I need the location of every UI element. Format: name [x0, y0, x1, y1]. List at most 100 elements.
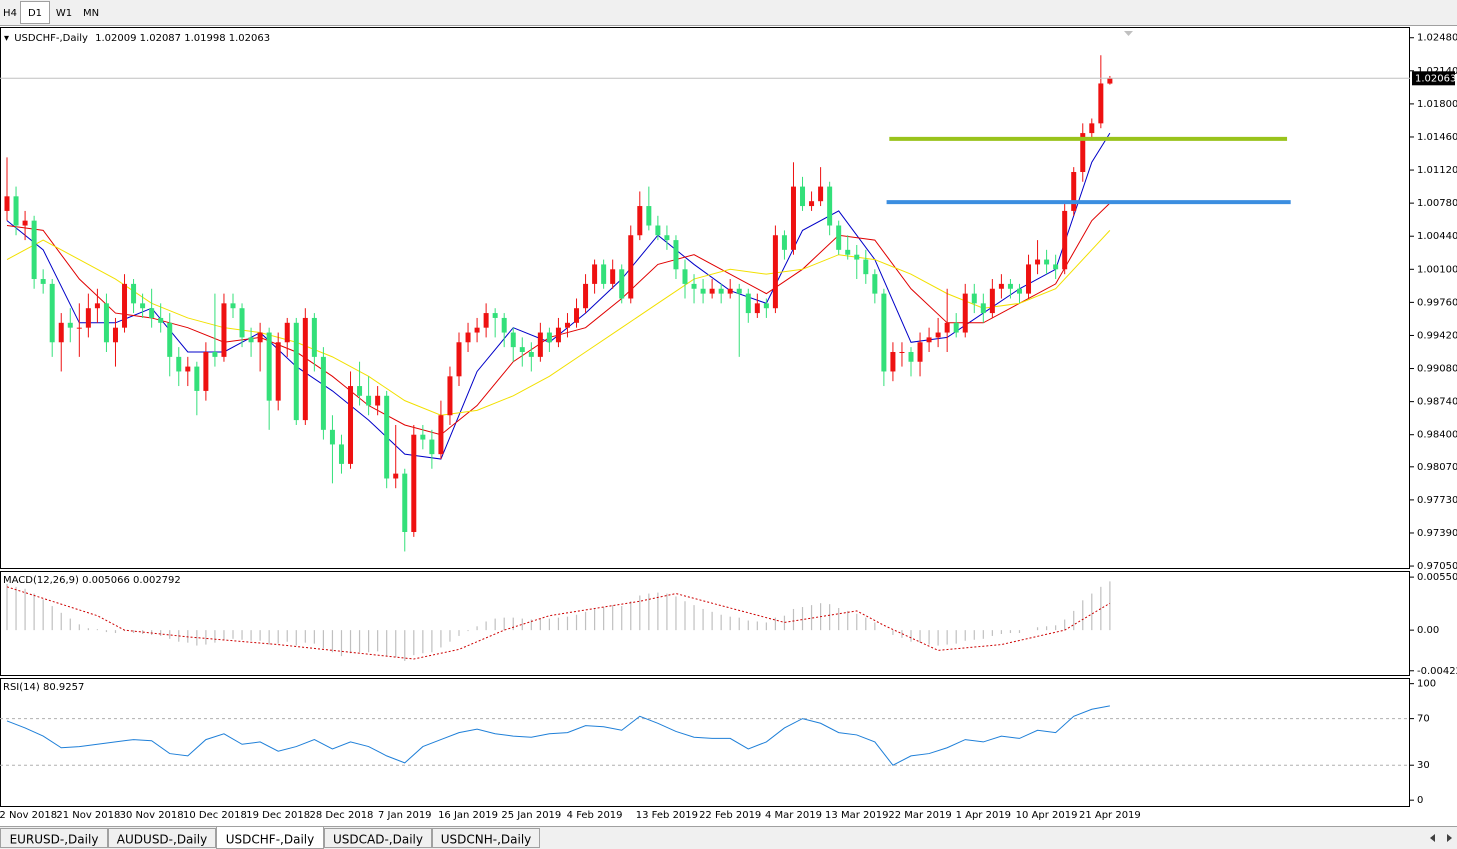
candle-body — [953, 322, 959, 333]
y-tick-label: 1.00780 — [1417, 198, 1457, 209]
macd-value: 0.005066 — [82, 575, 130, 586]
y-tick-label: -0.004221 — [1417, 666, 1457, 677]
candle-body — [302, 317, 308, 421]
candle-body — [519, 347, 525, 352]
candle-body — [890, 352, 896, 372]
y-tick-label: 0.97730 — [1417, 495, 1457, 506]
candle-body — [628, 235, 634, 299]
candle-body — [456, 342, 462, 377]
timeframe-label[interactable]: W1 — [56, 8, 72, 19]
x-tick-label: 19 Dec 2018 — [246, 810, 310, 821]
y-tick-label: 0.97390 — [1417, 528, 1457, 539]
candle-body — [827, 186, 833, 226]
candle-body — [49, 283, 55, 343]
candle-body — [1080, 133, 1086, 172]
candle-body — [447, 376, 453, 416]
symbol-tab[interactable] — [324, 828, 432, 848]
y-tick-label: 0.97050 — [1417, 561, 1457, 572]
rsi-value: 80.9257 — [43, 682, 84, 693]
x-tick-label: 16 Jan 2019 — [438, 810, 498, 821]
candle-body — [140, 303, 146, 309]
price-header: ▾ USDCHF-,Daily 1.02009 1.02087 1.01998 … — [4, 33, 270, 44]
symbol-tab-label[interactable]: USDCHF-,Daily — [226, 833, 314, 847]
symbol-tab[interactable] — [432, 828, 540, 848]
candle-body — [1044, 259, 1050, 265]
timeframe-button[interactable] — [20, 1, 50, 24]
candle-body — [239, 308, 245, 338]
candle-body — [863, 259, 869, 275]
y-tick-label: 0.98070 — [1417, 462, 1457, 473]
symbol-tab-label[interactable]: USDCAD-,Daily — [333, 833, 423, 847]
candle-body — [1053, 264, 1059, 270]
candle-body — [1071, 172, 1077, 211]
x-tick-label: 12 Nov 2018 — [0, 810, 57, 821]
candle-body — [727, 288, 733, 294]
candle-body — [908, 352, 914, 362]
candle-body — [1007, 283, 1013, 289]
candle-body — [790, 186, 796, 250]
symbol-tab[interactable] — [108, 828, 216, 848]
timeframe-label[interactable]: MN — [83, 8, 99, 19]
candle-body — [311, 317, 317, 357]
symbol-tab[interactable] — [0, 828, 108, 848]
low-value: 1.01998 — [184, 33, 225, 44]
candle-body — [384, 395, 390, 479]
candle-body — [167, 322, 173, 357]
candle-body — [809, 201, 815, 207]
candle-body — [22, 220, 28, 226]
candle-body — [429, 439, 435, 455]
candle-body — [393, 473, 399, 479]
x-tick-label: 28 Dec 2018 — [310, 810, 374, 821]
symbol-tab-label[interactable]: USDCNH-,Daily — [441, 833, 532, 847]
x-tick-label: 10 Apr 2019 — [1016, 810, 1078, 821]
candle-body — [700, 288, 706, 294]
candle-body — [854, 254, 860, 260]
candle-body — [293, 322, 299, 421]
candle-body — [194, 366, 200, 391]
candle-body — [1098, 83, 1104, 124]
y-tick-label: 1.02480 — [1417, 33, 1457, 44]
timeframe-button[interactable] — [0, 1, 20, 24]
timeframe-label[interactable]: H4 — [3, 8, 17, 19]
scroll-left[interactable] — [1430, 834, 1435, 842]
candle-body — [338, 444, 344, 464]
y-tick-label: 1.01460 — [1417, 132, 1457, 143]
x-tick-label: 21 Nov 2018 — [56, 810, 120, 821]
candle-body — [122, 283, 128, 328]
y-tick-label: 1.00440 — [1417, 231, 1457, 242]
x-tick-label: 21 Apr 2019 — [1079, 810, 1141, 821]
candle-body — [510, 332, 516, 348]
symbol-tab-label[interactable]: AUDUSD-,Daily — [117, 833, 207, 847]
candle-body — [1016, 288, 1022, 294]
y-tick-label: 0.98740 — [1417, 397, 1457, 408]
signal-value: 0.002792 — [133, 575, 181, 586]
candle-body — [736, 288, 742, 294]
candle-body — [1107, 78, 1113, 84]
timeframe-button[interactable] — [78, 1, 104, 24]
scroll-right[interactable] — [1447, 834, 1452, 842]
candle-body — [221, 303, 227, 357]
timeframe-button[interactable] — [50, 1, 78, 24]
candle-body — [944, 322, 950, 333]
candle-body — [375, 395, 381, 406]
candle-body — [438, 415, 444, 455]
candle-body — [564, 322, 570, 328]
candle-body — [501, 317, 507, 333]
timeframe-label[interactable]: D1 — [28, 8, 42, 19]
close-value: 1.02063 — [229, 33, 270, 44]
candle-body — [754, 303, 760, 314]
candle-body — [492, 313, 498, 318]
bid-label: 1.02063 — [1415, 73, 1456, 84]
macd-panel — [0, 571, 1410, 676]
candle-body — [465, 332, 471, 343]
toolbar — [0, 0, 1457, 26]
bid-label-box — [1412, 71, 1455, 86]
candle-body — [555, 327, 561, 343]
symbol-tab-label[interactable]: EURUSD-,Daily — [10, 833, 99, 847]
y-tick-label: 0.99080 — [1417, 364, 1457, 375]
rsi-line — [6, 705, 1110, 766]
candle-body — [935, 332, 941, 338]
x-tick-label: 22 Feb 2019 — [699, 810, 761, 821]
candle-body — [528, 352, 534, 357]
